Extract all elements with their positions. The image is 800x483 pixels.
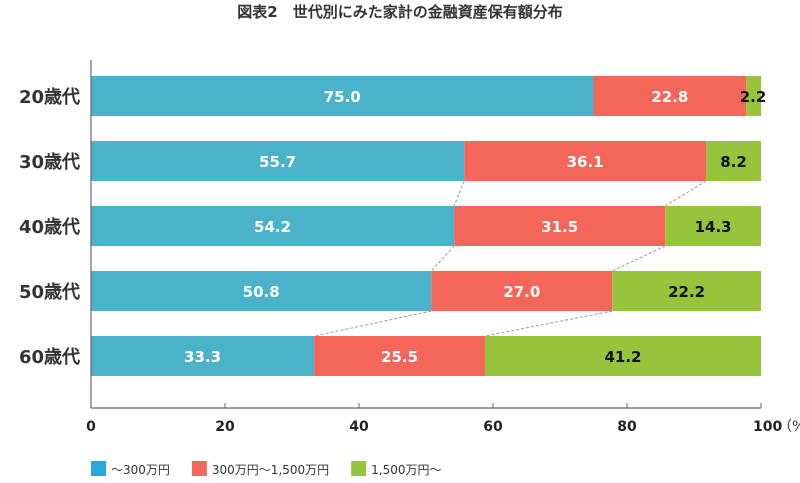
chart-title: 図表2 世代別にみた家計の金融資産保有額分布 xyxy=(237,3,562,21)
bar-segment xyxy=(431,271,613,311)
bar-segment xyxy=(91,336,315,376)
bar-segment xyxy=(454,206,666,246)
bar-segment xyxy=(665,206,761,246)
data-label: 27.0 xyxy=(503,283,540,301)
legend-swatch xyxy=(191,461,207,476)
category-label: 60歳代 xyxy=(19,347,80,368)
bar-segment xyxy=(91,141,465,181)
data-label: 41.2 xyxy=(604,348,641,366)
x-tick-label: 60 xyxy=(483,419,503,435)
connector-line xyxy=(612,245,666,272)
bar-segment xyxy=(464,141,707,181)
legend-swatch xyxy=(91,461,106,476)
category-label: 50歳代 xyxy=(19,282,80,303)
bar-segment xyxy=(593,76,747,116)
connector-line xyxy=(430,245,455,272)
data-label: 25.5 xyxy=(381,348,418,366)
bar-segment xyxy=(612,271,761,311)
bar-segment xyxy=(314,336,485,376)
data-label: 14.3 xyxy=(695,218,732,236)
bar-segment xyxy=(91,271,432,311)
data-label: 22.2 xyxy=(668,283,705,301)
legend-label: 1,500万円〜 xyxy=(371,463,441,477)
x-tick-label: 100 xyxy=(753,419,782,435)
bar-segment xyxy=(706,141,761,181)
data-label: 54.2 xyxy=(254,218,291,236)
data-label: 36.1 xyxy=(567,153,604,171)
data-label: 50.8 xyxy=(243,283,280,301)
data-label: 55.7 xyxy=(259,153,296,171)
x-unit-label: （% xyxy=(778,419,800,435)
data-label: 75.0 xyxy=(324,88,361,106)
connector-line xyxy=(453,180,465,207)
x-tick-label: 40 xyxy=(349,419,369,435)
data-label: 33.3 xyxy=(184,348,221,366)
legend-swatch xyxy=(351,461,367,476)
connector-line xyxy=(484,310,613,337)
bar-segment xyxy=(484,336,761,376)
x-tick-label: 20 xyxy=(215,419,235,435)
legend-label: 〜300万円 xyxy=(111,463,170,477)
data-label: 2.2 xyxy=(740,88,767,106)
data-label: 8.2 xyxy=(720,153,747,171)
data-label: 22.8 xyxy=(651,88,688,106)
category-label: 30歳代 xyxy=(19,152,80,173)
data-label: 31.5 xyxy=(541,218,578,236)
bar-segment xyxy=(91,76,594,116)
bar-segment xyxy=(91,206,455,246)
x-tick-label: 0 xyxy=(86,419,96,435)
connector-line xyxy=(314,310,432,337)
x-tick-label: 80 xyxy=(617,419,637,435)
legend-label: 300万円〜1,500万円 xyxy=(212,463,329,477)
category-label: 40歳代 xyxy=(19,217,80,238)
connector-line xyxy=(664,180,707,207)
category-label: 20歳代 xyxy=(19,87,80,108)
bar-segment xyxy=(746,76,761,116)
